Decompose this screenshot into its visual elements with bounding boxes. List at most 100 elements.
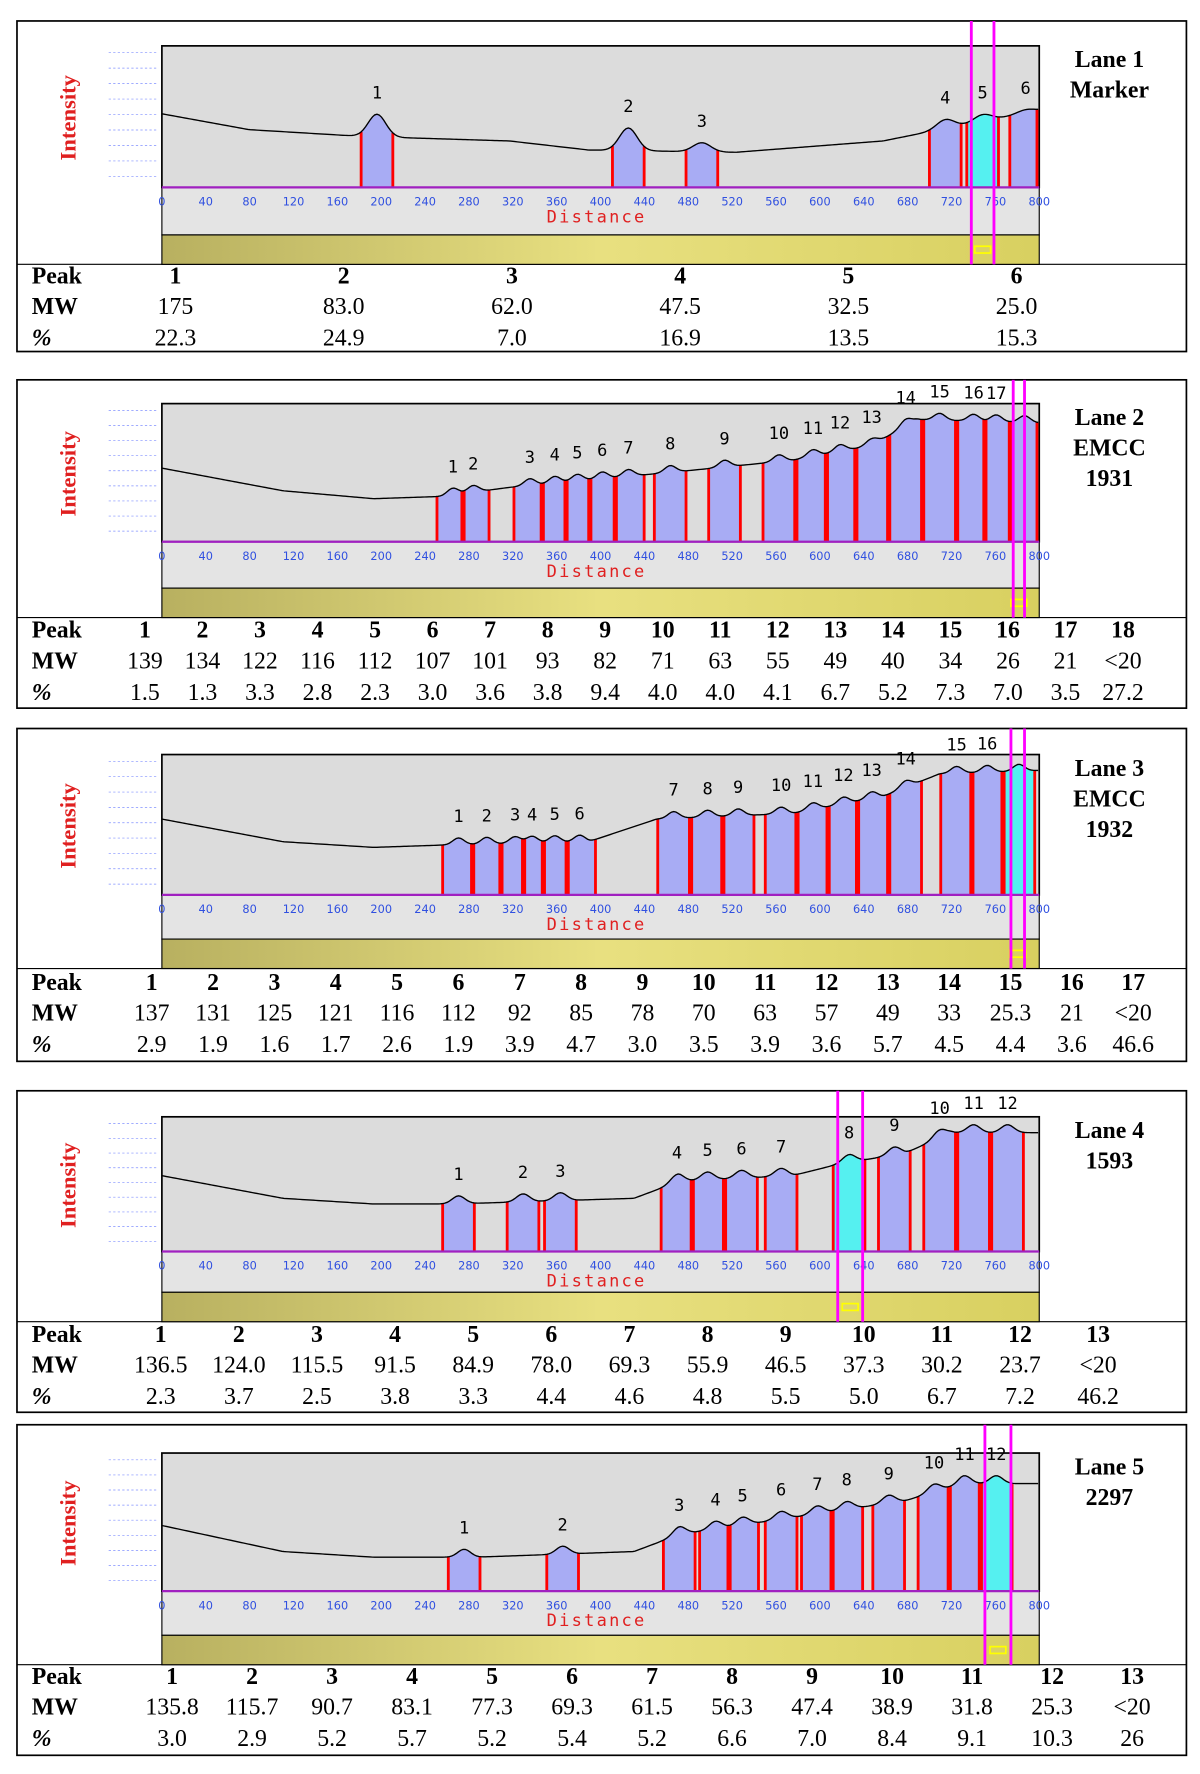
- table-cell: 125: [257, 1000, 293, 1026]
- table-cell: 55: [766, 648, 790, 674]
- table-cell: 9: [806, 1664, 818, 1690]
- peak-area: [827, 444, 855, 542]
- table-cell: 3.3: [245, 680, 275, 706]
- peak-label: 9: [733, 778, 743, 798]
- peak-label: 16: [963, 383, 983, 403]
- peak-label: 12: [833, 766, 853, 786]
- peak-area: [918, 1483, 949, 1592]
- peak-area: [544, 835, 567, 895]
- x-tick-label: 200: [370, 1259, 392, 1273]
- table-cell: 3.8: [533, 680, 563, 706]
- peak-area: [991, 1124, 1024, 1252]
- table-cell: 84.9: [452, 1352, 494, 1378]
- lane-label: 1931: [1086, 466, 1134, 492]
- table-cell: 6.6: [717, 1726, 747, 1752]
- peak-label: 8: [842, 1471, 852, 1491]
- x-tick-label: 80: [242, 549, 256, 563]
- table-cell: 115.7: [226, 1694, 279, 1720]
- peak-label: 14: [895, 388, 915, 408]
- table-cell: 4.7: [566, 1032, 596, 1058]
- table-cell: 7: [646, 1664, 658, 1690]
- peak-label: 4: [672, 1143, 682, 1163]
- y-axis-title: Intensity: [55, 430, 80, 516]
- table-cell: 4.4: [996, 1032, 1026, 1058]
- peak-area: [889, 780, 922, 895]
- table-cell: 13: [1086, 1322, 1110, 1348]
- x-tick-label: 320: [502, 902, 524, 916]
- x-tick-label: 40: [199, 902, 213, 916]
- peak-label: 8: [702, 779, 712, 799]
- table-cell: 61.5: [631, 1694, 673, 1720]
- table-cell: 21: [1054, 648, 1078, 674]
- table-cell: 7.0: [497, 326, 527, 352]
- peak-area: [436, 488, 462, 542]
- x-tick-label: 200: [370, 549, 392, 563]
- x-tick-label: 720: [941, 902, 963, 916]
- peak-label: 1: [448, 457, 458, 477]
- x-tick-label: 280: [458, 1259, 480, 1273]
- table-cell: 5.4: [557, 1726, 587, 1752]
- peak-label: 7: [812, 1475, 822, 1495]
- plot-bottom: [161, 1590, 1040, 1636]
- table-cell: 55.9: [687, 1352, 729, 1378]
- table-cell: 27.2: [1102, 680, 1144, 706]
- peak-area: [858, 791, 888, 895]
- row-label: %: [32, 1384, 52, 1410]
- x-tick-label: 120: [283, 194, 305, 208]
- peak-area: [872, 1495, 905, 1592]
- table-cell: 37.3: [843, 1352, 885, 1378]
- table-cell: 83.1: [391, 1694, 433, 1720]
- table-cell: 7.0: [993, 680, 1023, 706]
- peak-area: [524, 836, 543, 895]
- table-cell: 2.8: [303, 680, 333, 706]
- x-tick-label: 320: [502, 1598, 524, 1612]
- table-cell: 23.7: [999, 1352, 1041, 1378]
- lane-frame: [16, 1423, 1188, 1757]
- plot-bottom: [161, 541, 1040, 589]
- lane-label: Lane 1: [1075, 47, 1144, 73]
- table-cell: 13: [823, 618, 847, 644]
- table-cell: 9: [637, 970, 649, 996]
- x-tick-label: 400: [590, 1259, 612, 1273]
- table-cell: 9.1: [957, 1726, 987, 1752]
- table-cell: 8: [726, 1664, 738, 1690]
- table-cell: 5.2: [637, 1726, 667, 1752]
- row-label: %: [32, 680, 52, 706]
- table-cell: 3: [268, 970, 280, 996]
- table-cell: 14: [881, 618, 905, 644]
- x-tick-label: 200: [370, 902, 392, 916]
- x-axis-title: Distance: [547, 915, 647, 935]
- table-cell: 4: [389, 1322, 401, 1348]
- x-tick-label: 40: [199, 194, 213, 208]
- peak-label: 11: [803, 772, 823, 792]
- table-cell: 3.6: [1057, 1032, 1087, 1058]
- peak-label: 12: [830, 414, 850, 434]
- intensity-trace: [161, 108, 1039, 153]
- x-tick-label: 360: [546, 902, 568, 916]
- table-cell: 2: [207, 970, 219, 996]
- table-cell: 8.4: [877, 1726, 907, 1752]
- table-cell: 3.9: [750, 1032, 780, 1058]
- table-cell: 3: [506, 263, 518, 289]
- table-cell: 3: [311, 1322, 323, 1348]
- peak-label: 7: [776, 1137, 786, 1157]
- x-tick-label: 760: [985, 902, 1007, 916]
- table-cell: 1.9: [444, 1032, 474, 1058]
- x-tick-label: 440: [634, 902, 656, 916]
- peak-label: 6: [1021, 79, 1031, 99]
- table-cell: 4.5: [934, 1032, 964, 1058]
- x-tick-label: 0: [158, 1259, 165, 1273]
- peak-area: [448, 1549, 480, 1592]
- x-tick-label: 440: [634, 194, 656, 208]
- table-cell: 121: [318, 1000, 354, 1026]
- x-tick-label: 600: [809, 1259, 831, 1273]
- table-cell: 8: [702, 1322, 714, 1348]
- table-cell: 5.2: [477, 1726, 507, 1752]
- table-cell: 1.6: [260, 1032, 290, 1058]
- peak-label: 10: [924, 1453, 944, 1473]
- table-cell: 38.9: [871, 1694, 913, 1720]
- table-cell: 32.5: [828, 294, 870, 320]
- table-cell: 1: [146, 970, 158, 996]
- peak-area: [442, 837, 472, 895]
